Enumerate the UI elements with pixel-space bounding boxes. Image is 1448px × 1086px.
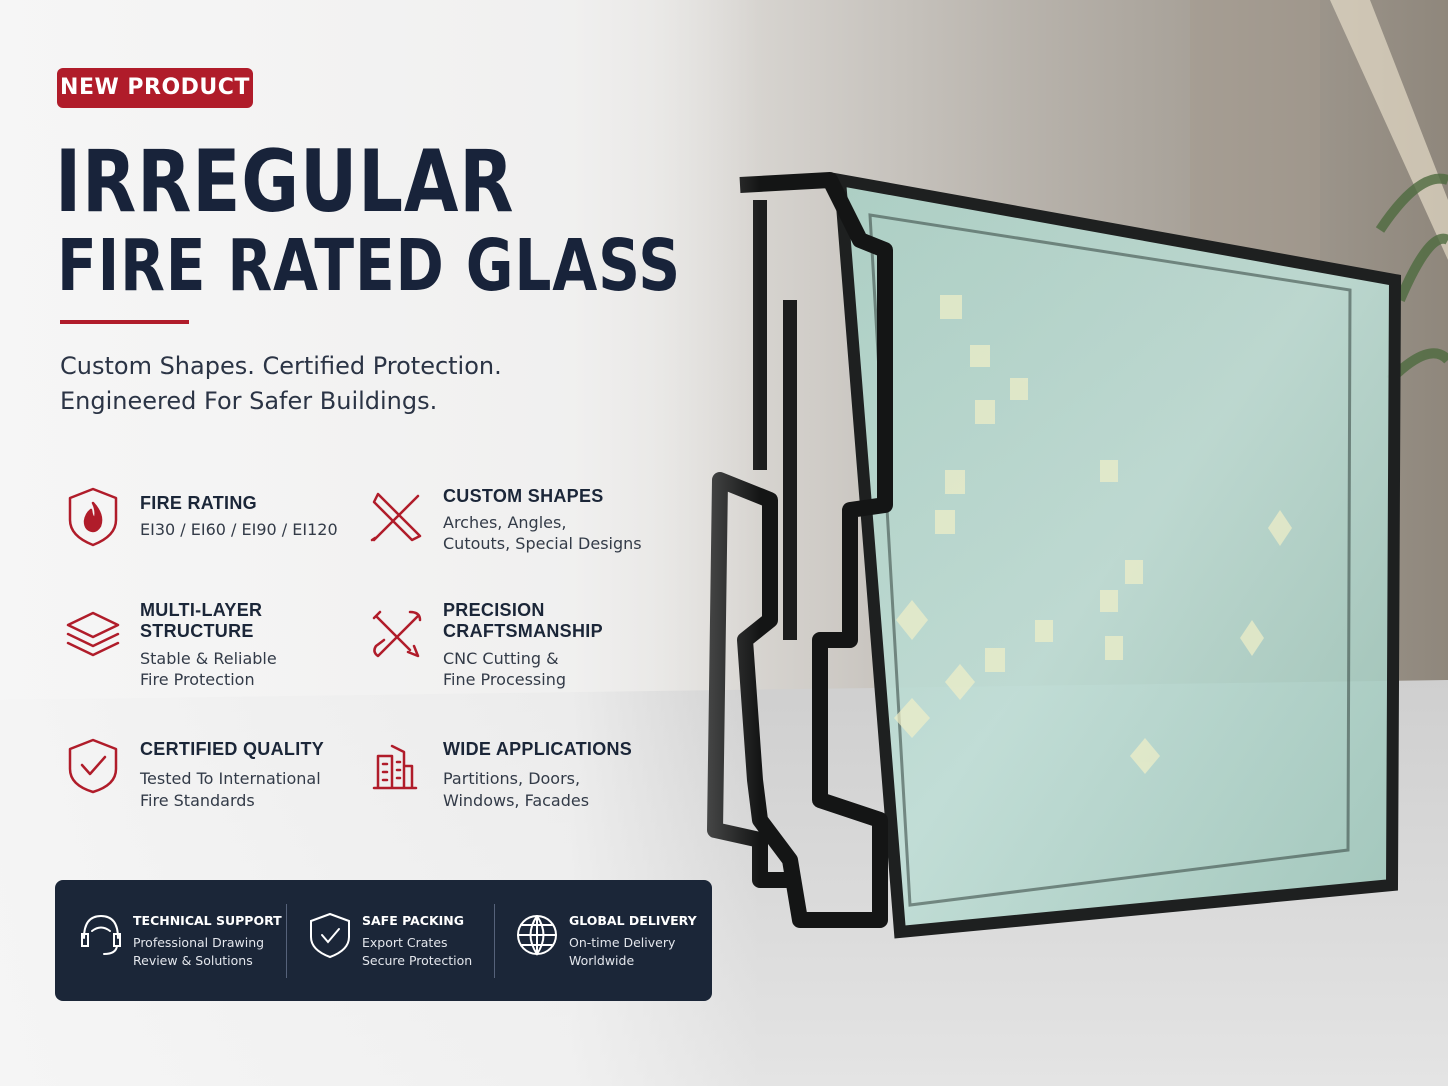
feature-description: Cutouts, Special Designs [443, 534, 642, 553]
feature-description: Fire Standards [140, 791, 255, 810]
globe-icon [517, 915, 557, 956]
service-description: Review & Solutions [133, 953, 253, 968]
separator [494, 904, 495, 978]
packing-icon [310, 912, 350, 959]
service-title: GLOBAL DELIVERY [569, 913, 697, 928]
feature-description: Stable & Reliable [140, 649, 277, 668]
fire-icon [83, 501, 103, 533]
feature-description: Windows, Facades [443, 791, 590, 810]
separator [286, 904, 287, 978]
support-icon [81, 914, 121, 955]
subtitle: Custom Shapes. Certified Protection. [60, 352, 502, 380]
feature-title: STRUCTURE [140, 621, 254, 641]
service-description: Secure Protection [362, 953, 473, 968]
feature-description: Fire Protection [140, 670, 255, 689]
service-icons [81, 912, 557, 959]
feature-description: Tested To International [140, 769, 321, 788]
feature-title: WIDE APPLICATIONS [443, 739, 633, 759]
feature-title: MULTI-LAYER [140, 600, 263, 620]
feature-title: PRECISION [443, 600, 545, 620]
service-description: On-time Delivery [569, 935, 676, 950]
services-bar [55, 880, 712, 1001]
shapes-icon [370, 492, 422, 542]
feature-description: Partitions, Doors, [443, 769, 581, 788]
service-title: TECHNICAL SUPPORT [133, 913, 282, 928]
layers-icon [66, 611, 120, 657]
building-icon [372, 744, 418, 790]
title: IRREGULAR [55, 132, 515, 232]
feature-description: Arches, Angles, [443, 513, 567, 532]
divider [60, 320, 189, 324]
badge: NEW PRODUCT [57, 68, 253, 108]
service-description: Worldwide [569, 953, 635, 968]
service-title: SAFE PACKING [362, 913, 465, 928]
service-description: Professional Drawing [133, 935, 265, 950]
fire-icon [68, 487, 118, 547]
tools-icon [372, 610, 422, 658]
feature-description: CNC Cutting & [443, 649, 559, 668]
service-description: Export Crates [362, 935, 448, 950]
icons [66, 487, 422, 794]
title: FIRE RATED GLASS [57, 224, 682, 307]
feature-title: CRAFTSMANSHIP [443, 621, 603, 641]
subtitle: Engineered For Safer Buildings. [60, 387, 438, 415]
quality-icon [68, 738, 118, 794]
feature-description: EI30 / EI60 / EI90 / EI120 [140, 520, 338, 539]
feature-title: CERTIFIED QUALITY [140, 739, 325, 759]
feature-title: FIRE RATING [140, 493, 257, 513]
feature-title: CUSTOM SHAPES [443, 486, 604, 506]
feature-description: Fine Processing [443, 670, 566, 689]
